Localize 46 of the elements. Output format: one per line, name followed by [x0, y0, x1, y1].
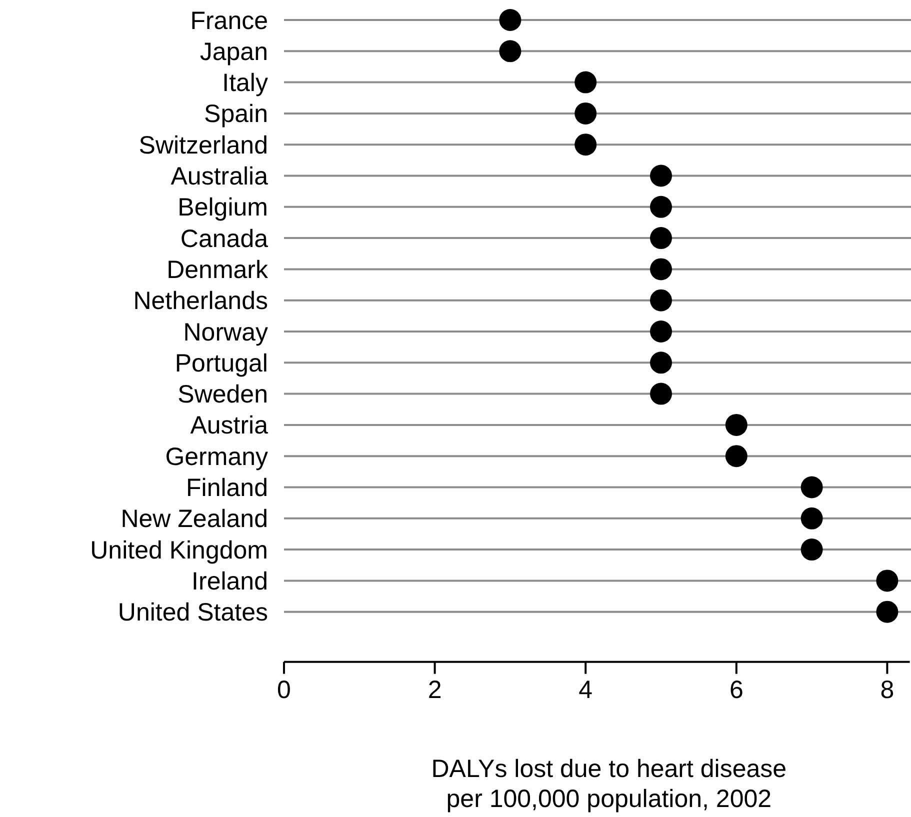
x-tick-label: 4	[578, 676, 593, 704]
point	[574, 102, 597, 124]
y-tick-label: Canada	[180, 224, 268, 253]
x-tick-label: 0	[277, 676, 291, 704]
point	[725, 445, 748, 468]
y-tick-label: Netherlands	[133, 287, 268, 316]
y-tick-label: Italy	[222, 69, 268, 98]
y-tick-label: Austria	[190, 412, 268, 440]
x-tick-label: 6	[729, 676, 744, 704]
y-tick-label: Portugal	[174, 349, 268, 378]
point	[650, 382, 672, 405]
point	[650, 352, 672, 374]
point	[876, 570, 898, 592]
point	[650, 227, 672, 250]
y-tick-label: France	[190, 6, 268, 35]
y-tick-label: Ireland	[192, 567, 268, 596]
point	[650, 289, 672, 312]
y-tick-label: Denmark	[166, 256, 268, 284]
point	[800, 507, 823, 530]
x-tick-label: 2	[428, 676, 442, 704]
point	[650, 164, 672, 187]
point	[574, 134, 597, 156]
y-tick-label: New Zealand	[120, 505, 268, 534]
point	[876, 600, 898, 623]
y-tick-label: United States	[118, 598, 268, 627]
y-tick-label: Australia	[170, 162, 268, 190]
point	[650, 320, 672, 342]
y-tick-label: Belgium	[178, 194, 268, 222]
y-tick-label: Spain	[204, 100, 268, 128]
point	[650, 196, 672, 218]
y-tick-label: United Kingdom	[90, 536, 268, 564]
y-tick-label: Norway	[183, 318, 268, 346]
point	[574, 71, 597, 94]
point	[800, 476, 823, 498]
y-tick-label: Germany	[165, 442, 268, 471]
point	[499, 9, 522, 31]
x-tick-label: 8	[880, 676, 894, 704]
x-axis-title: DALYs lost due to heart disease per 100,000 population, 2002	[431, 754, 787, 813]
point	[725, 414, 748, 436]
y-tick-label: Sweden	[178, 380, 268, 409]
y-tick-label: Japan	[200, 38, 268, 66]
point	[499, 40, 522, 62]
point	[650, 258, 672, 280]
y-tick-label: Switzerland	[138, 131, 268, 160]
point	[800, 538, 823, 561]
y-tick-label: Finland	[186, 474, 268, 502]
